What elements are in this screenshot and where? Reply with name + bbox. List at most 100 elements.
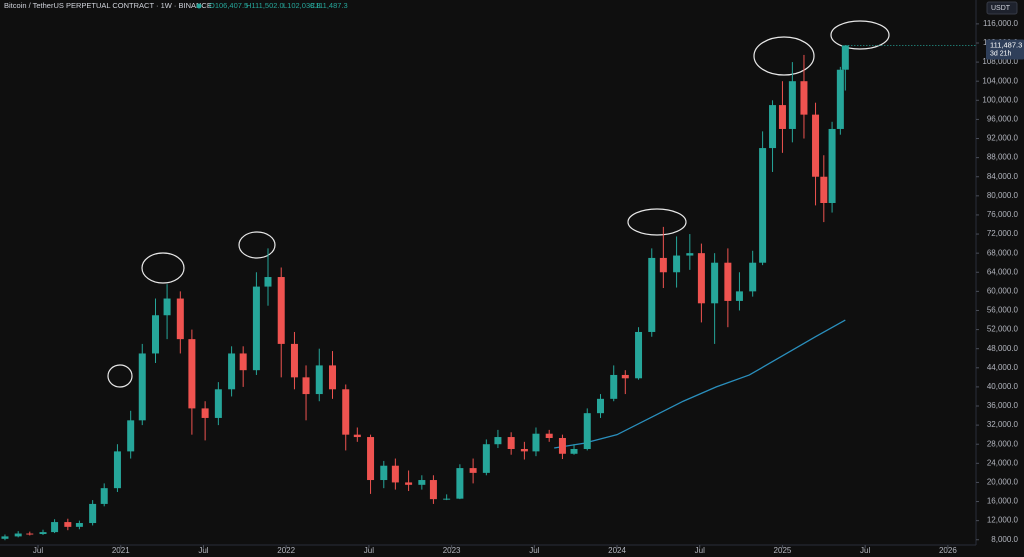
y-tick-label: 52,000.0 [987,325,1019,334]
circle-annotation [830,20,890,50]
candle-body [176,298,184,340]
candle-body [610,374,618,399]
candle-body [163,298,171,316]
candle-body [277,277,285,344]
annotations [107,20,890,388]
y-tick-label: 92,000.0 [987,134,1019,143]
candle-body [252,286,260,371]
candle-body [329,365,337,390]
candle-body [621,374,629,379]
candle-body [812,114,820,177]
y-tick-label: 40,000.0 [987,382,1019,391]
x-tick-label: 2022 [277,546,295,555]
candle-body [558,438,566,454]
candle-body [570,448,578,454]
x-tick-label: Jul [529,546,539,555]
candle-body [735,291,743,301]
candle-body [405,482,413,485]
candle-body [188,339,196,409]
y-tick-label: 104,000.0 [982,76,1018,85]
plot-area [1,45,849,541]
price-tag-label: 111,487.3 [990,40,1022,49]
y-tick-label: 60,000.0 [987,286,1019,295]
candle-body [443,498,451,500]
y-tick-label: 12,000.0 [987,516,1019,525]
candle-body [14,533,22,537]
y-tick-label: 108,000.0 [982,57,1018,66]
ohlc-open: O106,407.5 [209,1,248,10]
candle-body [800,81,808,115]
candle-body [749,262,757,292]
currency-button[interactable] [986,1,1018,15]
candle-body [89,503,97,524]
candle-body [367,437,375,481]
candle-body [494,437,502,445]
candle-body [151,315,159,354]
symbol-title: Bitcoin / TetherUS PERPETUAL CONTRACT · … [4,1,212,10]
x-tick-label: Jul [695,546,705,555]
price-tag-countdown: 3d 21h [990,50,1012,57]
candle-body [100,488,108,504]
candle-body [583,413,591,449]
candle-body [264,277,272,287]
y-tick-label: 96,000.0 [987,115,1019,124]
candle-body [391,465,399,483]
candle-body [686,253,694,256]
candle-body [532,433,540,452]
candle-body [507,437,515,449]
candle-body [214,389,222,418]
candle-body [659,257,667,273]
candle-body [841,45,849,70]
circle-annotation [753,36,815,76]
y-tick-label: 76,000.0 [987,210,1019,219]
y-tick-label: 32,000.0 [987,420,1019,429]
x-tick-label: 2023 [443,546,461,555]
circle-annotation [627,208,687,236]
y-tick-label: 80,000.0 [987,191,1019,200]
candle-body [239,353,247,371]
candle-body [759,148,767,263]
candle-body [201,408,209,418]
candle-body [596,398,604,414]
candle-body [635,331,643,379]
y-tick-label: 64,000.0 [987,267,1019,276]
candle-body [711,262,719,304]
y-tick-label: 16,000.0 [987,497,1019,506]
y-tick-label: 72,000.0 [987,229,1019,238]
y-tick-label: 84,000.0 [987,172,1019,181]
x-tick-label: Jul [364,546,374,555]
y-tick-label: 100,000.0 [982,95,1018,104]
candle-body [228,353,236,390]
x-tick-label: Jul [198,546,208,555]
candle-body [127,420,135,452]
candle-body [648,257,656,332]
candle-body [724,262,732,301]
candle-body [469,468,477,473]
currency-label[interactable]: USDT [991,5,1011,12]
status-dot [196,3,202,9]
circle-annotation [107,364,133,388]
y-tick-label: 88,000.0 [987,153,1019,162]
candle-body [836,69,844,129]
x-tick-label: 2026 [939,546,957,555]
candle-body [380,465,388,481]
y-tick-label: 116,000.0 [983,19,1019,28]
y-tick-label: 28,000.0 [987,439,1019,448]
candle-body [1,536,9,539]
candle-body [429,480,437,500]
candle-body [26,533,34,535]
circle-annotation [238,231,276,259]
x-tick-label: 2021 [112,546,130,555]
x-tick-label: 2024 [608,546,626,555]
candle-body [75,523,83,527]
candle-body [418,480,426,485]
y-tick-label: 8,000.0 [991,535,1018,544]
y-tick-label: 44,000.0 [987,363,1019,372]
y-tick-label: 68,000.0 [987,248,1019,257]
candle-body [39,532,47,535]
x-tick-label: Jul [33,546,43,555]
y-tick-label: 56,000.0 [987,306,1019,315]
circle-annotation [141,252,185,284]
